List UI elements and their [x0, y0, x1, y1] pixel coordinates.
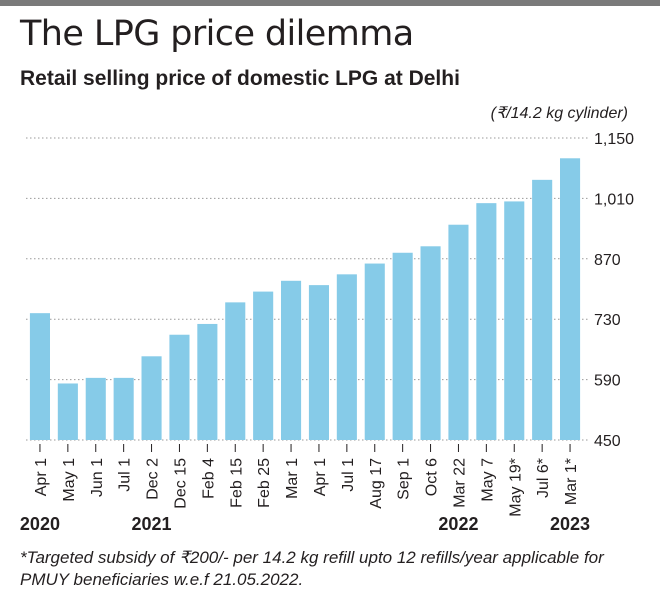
x-tick-label: Jul 6* — [535, 458, 552, 498]
bar — [448, 224, 469, 440]
bar — [308, 285, 329, 440]
x-tick-label: May 1 — [61, 458, 78, 502]
y-tick-label: 450 — [594, 433, 621, 450]
bar — [476, 203, 497, 440]
bar — [141, 356, 162, 440]
x-tick-label: Jul 1 — [340, 458, 357, 492]
x-tick-label: Jun 1 — [89, 458, 106, 497]
y-tick-label: 730 — [594, 312, 621, 329]
x-tick-label: Feb 15 — [228, 458, 245, 508]
bar — [57, 383, 78, 440]
bar — [560, 158, 581, 440]
y-tick-label: 590 — [594, 373, 621, 390]
x-tick-label: Feb 4 — [200, 458, 217, 499]
bar — [420, 246, 441, 440]
x-tick-label: Dec 2 — [145, 458, 162, 500]
bar — [113, 377, 134, 440]
x-tick-label: Mar 1* — [563, 458, 580, 505]
bar — [225, 302, 246, 440]
y-axis-ticks: 1,150 1,010 870 730 590 450 — [594, 131, 634, 450]
chart-subtitle: Retail selling price of domestic LPG at … — [20, 67, 460, 90]
gridlines — [26, 137, 588, 441]
footnote-line-2: PMUY beneficiaries w.e.f 21.05.2022. — [20, 570, 304, 589]
x-tick-label: May 7 — [479, 458, 496, 502]
footnote: *Targeted subsidy of ₹200/- per 14.2 kg … — [20, 547, 650, 591]
year-label: 2023 — [550, 514, 590, 534]
chart-title: The LPG price dilemma — [20, 14, 414, 54]
x-tick-label: Apr 1 — [33, 458, 50, 496]
x-tick-label: Apr 1 — [312, 458, 329, 496]
bars — [29, 158, 581, 440]
x-tick-label: Sep 1 — [396, 458, 413, 500]
year-label: 2020 — [20, 514, 60, 534]
bar — [29, 313, 50, 440]
y-tick-label: 1,150 — [594, 131, 634, 148]
x-tick-label: Mar 22 — [451, 458, 468, 508]
x-tick-label: Jul 1 — [117, 458, 134, 492]
year-label: 2022 — [438, 514, 478, 534]
bar — [281, 280, 302, 440]
x-axis-ticks: Apr 1 May 1 Jun 1 Jul 1 Dec 2 Dec 15 Feb 4 Feb … — [33, 444, 580, 517]
bar — [169, 334, 190, 440]
top-rule — [0, 0, 660, 6]
bar — [197, 323, 218, 440]
bar — [364, 263, 385, 440]
x-tick-label: May 19* — [507, 458, 524, 517]
bar — [504, 201, 525, 440]
x-tick-label: Dec 15 — [172, 458, 189, 509]
bar — [253, 291, 274, 440]
footnote-line-1: *Targeted subsidy of ₹200/- per 14.2 kg … — [20, 548, 604, 567]
year-labels: 2020 2021 2022 2023 — [20, 514, 590, 534]
year-label: 2021 — [132, 514, 172, 534]
y-tick-label: 1,010 — [594, 191, 634, 208]
bar — [532, 179, 553, 440]
x-tick-label: Feb 25 — [256, 458, 273, 508]
bar — [392, 252, 413, 440]
bar — [85, 377, 106, 440]
x-tick-label: Mar 1 — [284, 458, 301, 499]
y-axis-unit-label: (₹/14.2 kg cylinder) — [491, 105, 628, 122]
x-tick-label: Aug 17 — [368, 458, 385, 509]
bar-chart: 1,150 1,010 870 730 590 450 Apr 1 May 1 Jun 1 Ju… — [20, 105, 634, 534]
x-tick-label: Oct 6 — [424, 458, 441, 496]
y-tick-label: 870 — [594, 252, 621, 269]
bar — [336, 274, 357, 440]
